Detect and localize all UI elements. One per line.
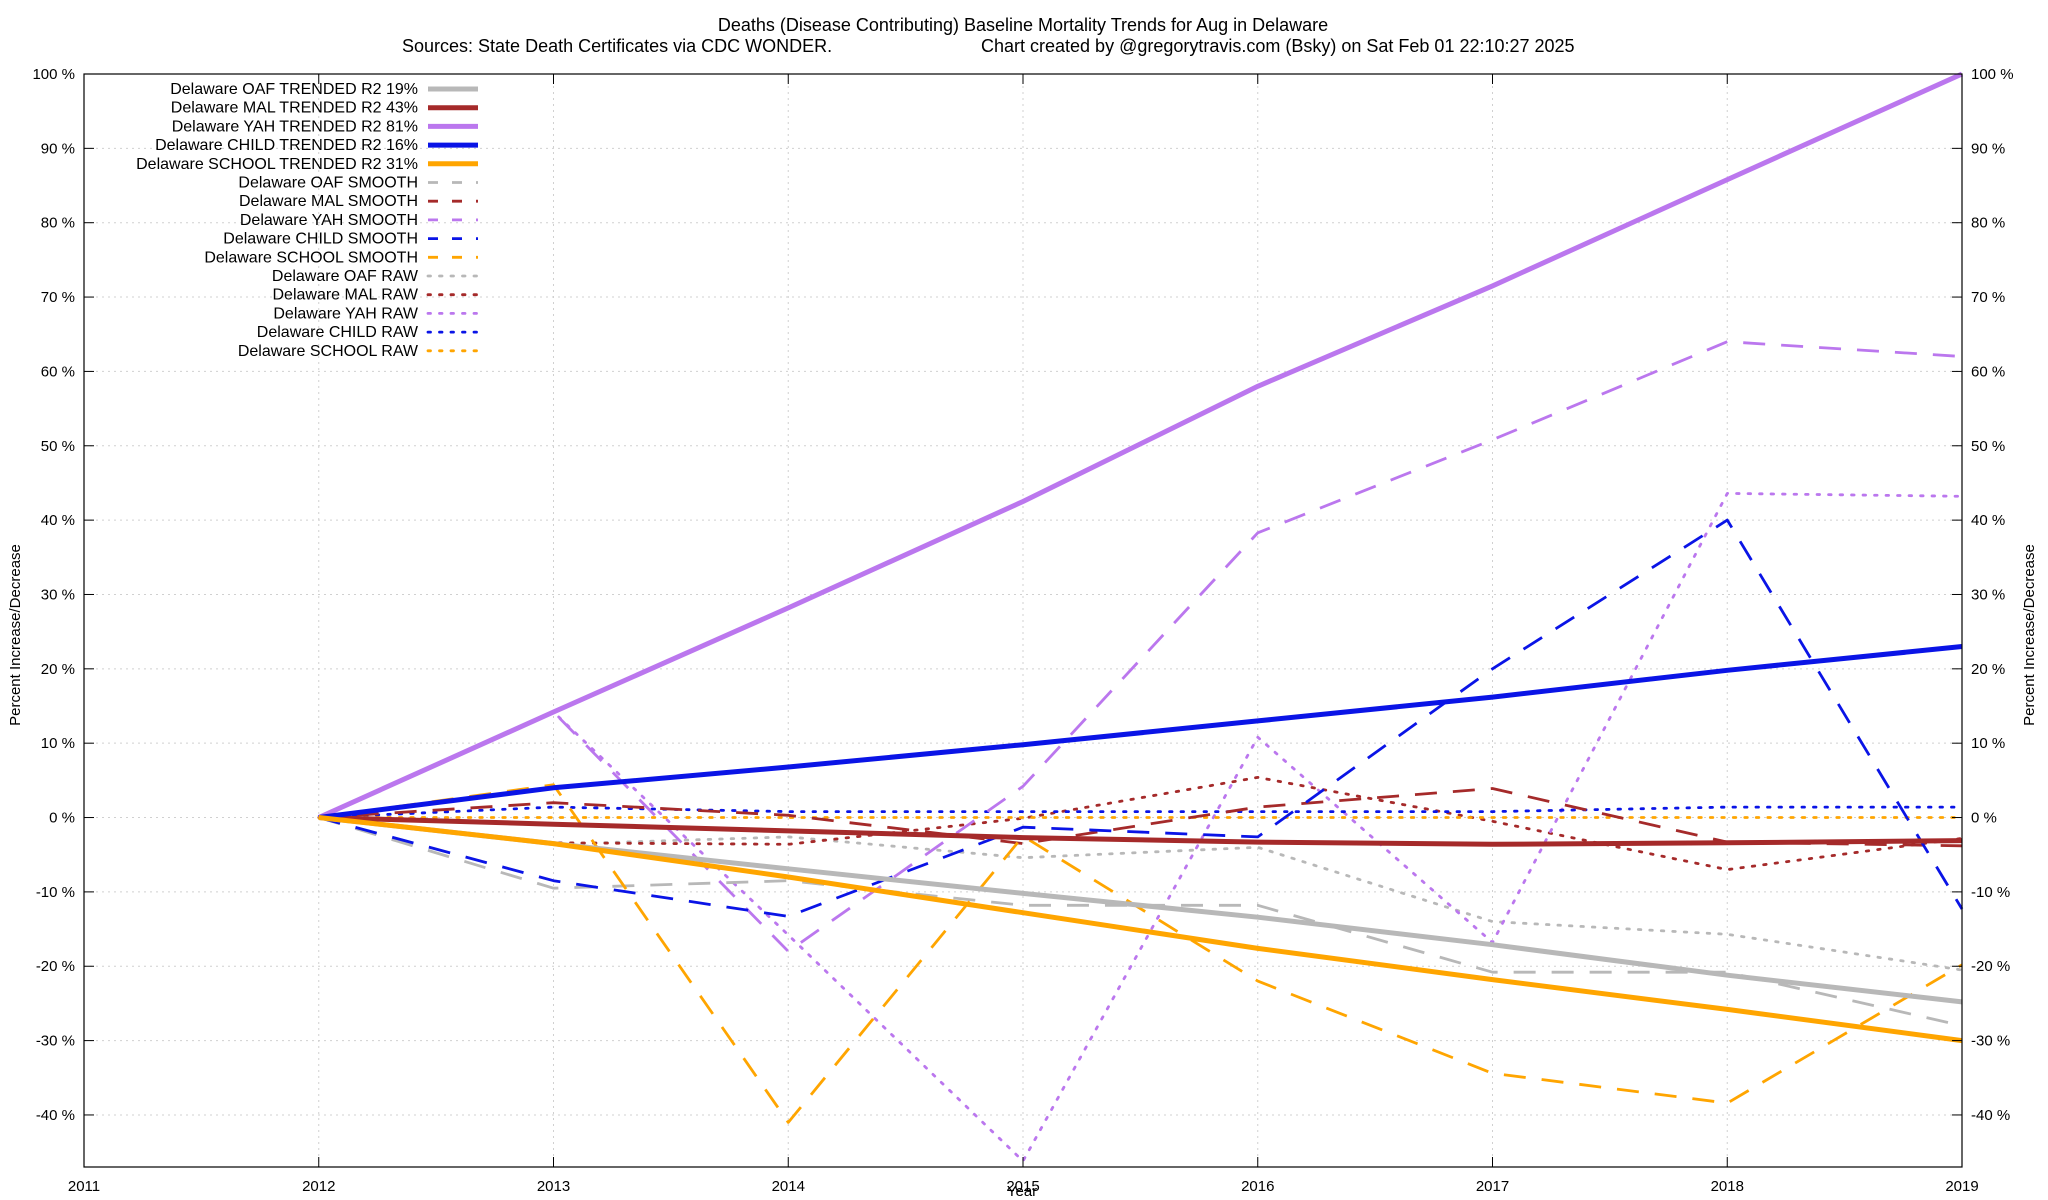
y-axis-label: Percent Increase/Decrease xyxy=(7,544,24,726)
series-line-1 xyxy=(318,815,1963,847)
legend-label: Delaware OAF TRENDED R2 19% xyxy=(170,81,418,98)
chart-subtitle-source: Sources: State Death Certificates via CD… xyxy=(402,36,832,56)
y2-tick-label: -10 % xyxy=(1971,884,2010,901)
y-tick-label: 20 % xyxy=(41,661,75,678)
series-line-8 xyxy=(318,518,1964,918)
x-tick-label: 2015 xyxy=(1006,1178,1039,1195)
x-tick-label: 2011 xyxy=(68,1178,100,1195)
x-tick-label: 2018 xyxy=(1711,1178,1744,1195)
y2-tick-label: 70 % xyxy=(1971,289,2005,306)
series-lines xyxy=(317,71,1964,1163)
x-axis-label: Year xyxy=(1007,1183,1037,1200)
y2-tick-label: 40 % xyxy=(1971,512,2005,529)
y-tick-label: -30 % xyxy=(36,1033,75,1050)
y2-axis-label: Percent Increase/Decrease xyxy=(2021,544,2038,726)
legend-label: Delaware OAF SMOOTH xyxy=(238,175,418,192)
legend-label: Delaware YAH RAW xyxy=(273,305,419,322)
y2-tick-label: -20 % xyxy=(1971,958,2010,975)
legend-label: Delaware YAH SMOOTH xyxy=(240,212,418,229)
y-tick-label: 0 % xyxy=(49,810,75,827)
y-tick-label: 70 % xyxy=(41,289,75,306)
x-tick-label: 2017 xyxy=(1476,1178,1509,1195)
legend-label: Delaware CHILD TRENDED R2 16% xyxy=(155,137,418,154)
y-tick-label: -40 % xyxy=(36,1107,75,1124)
x-tick-label: 2014 xyxy=(772,1178,805,1195)
series-line-4 xyxy=(318,815,1963,1044)
legend-label: Delaware MAL RAW xyxy=(272,287,418,304)
y-tick-label: 50 % xyxy=(41,438,75,455)
series-line-6 xyxy=(318,787,1963,848)
series-line-12 xyxy=(317,491,1964,1163)
y-tick-label: 30 % xyxy=(41,586,75,603)
y2-tick-label: 20 % xyxy=(1971,661,2005,678)
legend-label: Delaware SCHOOL SMOOTH xyxy=(204,249,418,266)
y2-tick-label: -30 % xyxy=(1971,1033,2010,1050)
legend-label: Delaware SCHOOL RAW xyxy=(238,343,419,360)
chart-title: Deaths (Disease Contributing) Baseline M… xyxy=(718,15,1328,35)
series-line-13 xyxy=(317,805,1964,819)
y2-tick-label: 0 % xyxy=(1971,810,1997,827)
series-line-5 xyxy=(318,816,1963,1028)
y-tick-label: 90 % xyxy=(41,140,75,157)
y2-tick-label: 10 % xyxy=(1971,735,2005,752)
legend-label: Delaware YAH TRENDED R2 81% xyxy=(172,118,418,135)
legend: Delaware OAF TRENDED R2 19% Delaware MAL … xyxy=(136,81,480,360)
y2-tick-label: -40 % xyxy=(1971,1107,2010,1124)
y2-tick-label: 30 % xyxy=(1971,586,2005,603)
legend-label: Delaware MAL TRENDED R2 43% xyxy=(171,100,418,117)
y-tick-label: 100 % xyxy=(32,66,75,83)
legend-label: Delaware OAF RAW xyxy=(272,268,419,285)
y-tick-label: 10 % xyxy=(41,735,75,752)
x-tick-label: 2019 xyxy=(1945,1178,1978,1195)
x-tick-label: 2012 xyxy=(302,1178,335,1195)
series-line-9 xyxy=(318,783,1963,1124)
series-line-7 xyxy=(318,340,1963,953)
y2-tick-label: 100 % xyxy=(1971,66,2014,83)
y2-tick-label: 60 % xyxy=(1971,363,2005,380)
y-tick-label: -20 % xyxy=(36,958,75,975)
y-tick-label: 80 % xyxy=(41,215,75,232)
legend-label: Delaware CHILD SMOOTH xyxy=(223,231,418,248)
x-tick-label: 2013 xyxy=(537,1178,570,1195)
axis-ticks: -40 % -40 % -30 % -30 % -20 % -20 % -10 % -10 %… xyxy=(32,66,2013,1195)
y-tick-label: -10 % xyxy=(36,884,75,901)
legend-label: Delaware SCHOOL TRENDED R2 31% xyxy=(136,156,418,173)
chart-subtitle-credit: Chart created by @gregorytravis.com (Bsk… xyxy=(981,36,1575,56)
y2-tick-label: 90 % xyxy=(1971,140,2005,157)
x-tick-label: 2016 xyxy=(1241,1178,1274,1195)
legend-label: Delaware MAL SMOOTH xyxy=(239,193,418,210)
y-tick-label: 40 % xyxy=(41,512,75,529)
series-line-3 xyxy=(318,644,1963,820)
series-line-2 xyxy=(317,71,1964,820)
y-tick-label: 60 % xyxy=(41,363,75,380)
y2-tick-label: 80 % xyxy=(1971,215,2005,232)
legend-label: Delaware CHILD RAW xyxy=(257,324,419,341)
y2-tick-label: 50 % xyxy=(1971,438,2005,455)
